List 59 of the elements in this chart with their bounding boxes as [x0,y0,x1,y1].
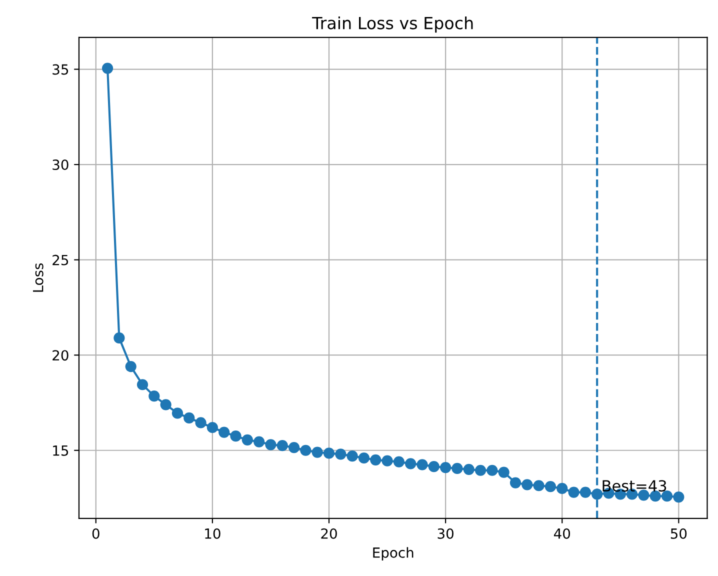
annotation: Best=43 [602,480,666,492]
point [452,462,463,474]
point [195,417,206,428]
point [498,466,510,478]
point [346,450,358,462]
point [148,390,160,402]
point [510,477,522,488]
x-tick-label: 30 [438,528,454,539]
point [323,448,335,459]
point [358,452,370,464]
y-tick-label: 30 [52,160,68,170]
point [312,446,323,458]
x-tick-label: 20 [321,528,337,539]
point [673,492,684,503]
y-axis-title: Loss [33,263,44,292]
y-tick-label: 20 [52,350,68,361]
point [661,490,673,502]
point [218,426,230,438]
point [416,459,428,470]
y-tick-label: 15 [53,446,68,456]
point [382,455,393,466]
point [544,481,556,492]
point [114,332,125,344]
y-tick-label: 25 [52,254,68,266]
point [405,458,416,470]
point [486,464,498,476]
point [580,486,591,498]
x-axis-title: Epoch [373,547,414,561]
point [568,486,580,498]
point [463,464,474,475]
point [172,408,184,419]
point [102,62,114,74]
point [556,482,568,494]
point [393,456,404,468]
point [265,439,276,450]
point [300,444,312,456]
point [242,434,253,446]
point [335,448,346,460]
point [276,440,288,452]
y-tick-label: 35 [52,64,68,75]
point [440,462,452,474]
point [184,412,195,424]
point [428,461,440,472]
x-tick-label: 10 [205,528,220,539]
point [206,422,218,434]
point [533,480,544,492]
point [125,360,136,372]
point [522,479,533,490]
point [230,430,242,442]
x-tick-label: 50 [670,528,687,539]
x-tick-label: 40 [554,528,570,539]
point [160,399,172,410]
x-tick-label: 0 [92,528,100,539]
point [370,454,382,466]
point [288,442,300,454]
point [254,436,265,448]
chart-title: Train Loss vs Epoch [312,16,473,33]
point [136,379,148,390]
point [474,464,486,476]
